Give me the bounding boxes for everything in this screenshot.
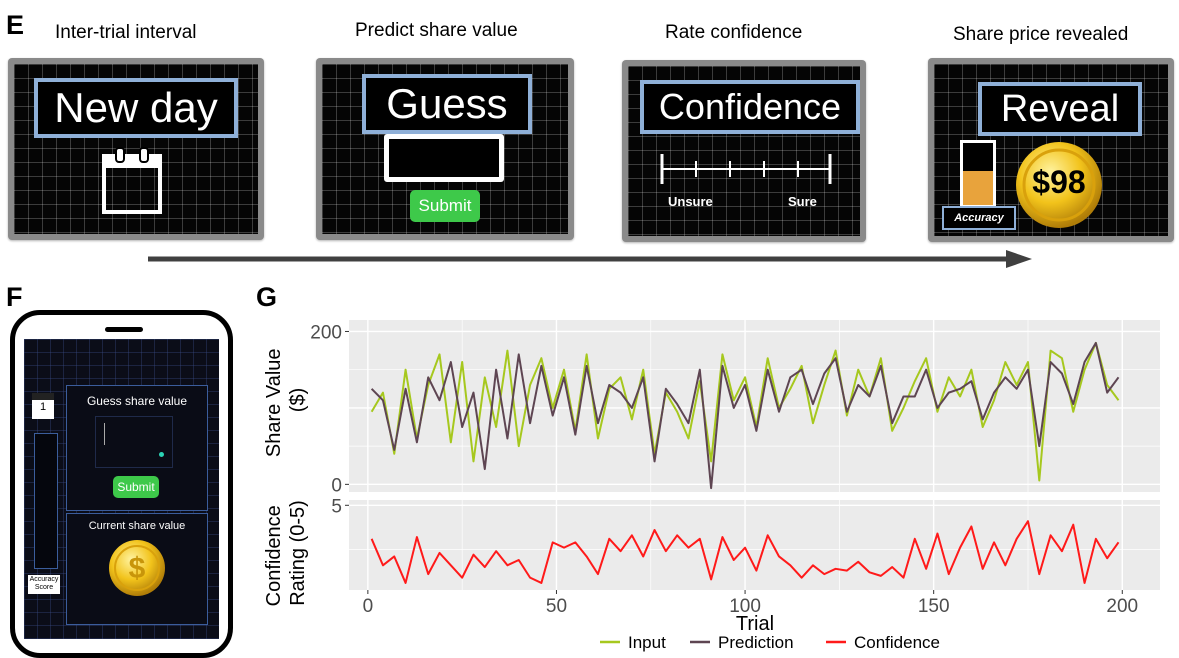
submit-button[interactable]: Submit — [410, 190, 480, 222]
series-line-confidence — [370, 520, 1120, 584]
status-dot — [159, 452, 164, 457]
phone-screen: 1 Accuracy Score Guess share value Submi… — [24, 339, 219, 639]
panel-letter-f: F — [6, 282, 23, 312]
phone-frame: 1 Accuracy Score Guess share value Submi… — [10, 310, 233, 658]
phone-submit-button[interactable]: Submit — [113, 476, 159, 498]
current-share-title: Current share value — [88, 520, 186, 532]
accuracy-score-label: Accuracy Score — [28, 575, 60, 594]
scale-unsure-label: Unsure — [668, 194, 713, 209]
accuracy-bar-fill — [963, 170, 993, 205]
guess-share-title: Guess share value — [86, 394, 188, 408]
phone-coin-icon: $ — [109, 540, 165, 596]
panel-letter-e: E — [6, 10, 25, 40]
step-title-predict: Predict share value — [355, 20, 518, 41]
x-tick-label: 50 — [546, 596, 567, 617]
reveal-label: Reveal — [978, 82, 1142, 136]
phone-speaker — [105, 327, 143, 332]
scale-sure-label: Sure — [788, 194, 817, 209]
y-tick-label-share: 200 — [310, 322, 342, 343]
x-tick-label: 100 — [729, 596, 761, 617]
confidence-plot-series — [370, 520, 1120, 584]
step-title-inter-trial: Inter-trial interval — [55, 22, 197, 43]
text-cursor — [104, 423, 105, 445]
share-plot-series — [370, 341, 1120, 490]
legend-label-input: Input — [628, 633, 666, 652]
x-tick-label: 0 — [363, 596, 374, 617]
guess-input-area[interactable] — [95, 416, 173, 468]
step-title-confidence: Rate confidence — [665, 22, 803, 43]
y-axis-label-share: Share Value ($) — [263, 343, 309, 457]
current-share-panel: Current share value $ — [66, 513, 208, 625]
confidence-plot-background — [349, 500, 1160, 590]
x-tick-label: 150 — [918, 596, 950, 617]
guess-label: Guess — [362, 74, 532, 134]
x-axis-label: Trial — [736, 613, 774, 635]
y-axis-label-confidence: Confidence Rating (0-5) — [263, 500, 309, 607]
confidence-slider[interactable] — [658, 152, 836, 186]
legend-label-confidence: Confidence — [854, 633, 940, 652]
y-tick-label-confidence: 5 — [331, 496, 342, 517]
x-tick-label: 200 — [1106, 596, 1138, 617]
timeline-arrow — [148, 250, 1032, 268]
screen-guess: Guess Submit — [316, 58, 574, 240]
svg-text:$: $ — [129, 552, 146, 585]
guess-share-panel: Guess share value Submit — [66, 385, 208, 511]
accuracy-score-label-line1: Accuracy — [29, 576, 59, 583]
accuracy-score-bar — [34, 433, 58, 569]
share-plot-grid — [349, 320, 1160, 492]
accuracy-score-label-line2: Score — [34, 584, 54, 591]
chart-legend: Input Prediction Confidence — [600, 633, 940, 652]
legend-label-prediction: Prediction — [718, 633, 794, 652]
screen-confidence: Confidence Unsure Sure — [622, 60, 866, 242]
y-tick-label-share: 0 — [331, 475, 342, 496]
panel-letter-g: G — [256, 282, 278, 312]
day-number: 1 — [39, 401, 47, 413]
series-line-prediction — [370, 341, 1120, 490]
day-calendar-icon: 1 — [32, 393, 54, 419]
accuracy-label: Accuracy — [942, 206, 1016, 230]
new-day-label: New day — [34, 78, 238, 138]
guess-input-box[interactable] — [384, 134, 504, 182]
step-title-reveal: Share price revealed — [953, 24, 1129, 45]
screen-reveal: Reveal Accuracy $98 — [928, 58, 1174, 242]
confidence-label: Confidence — [640, 80, 860, 134]
calendar-icon — [102, 147, 162, 214]
revealed-price: $98 — [1032, 164, 1086, 200]
screen-new-day: New day — [8, 58, 264, 240]
accuracy-bar — [960, 140, 996, 208]
series-line-input — [370, 341, 1120, 482]
coin-icon — [1016, 142, 1102, 228]
